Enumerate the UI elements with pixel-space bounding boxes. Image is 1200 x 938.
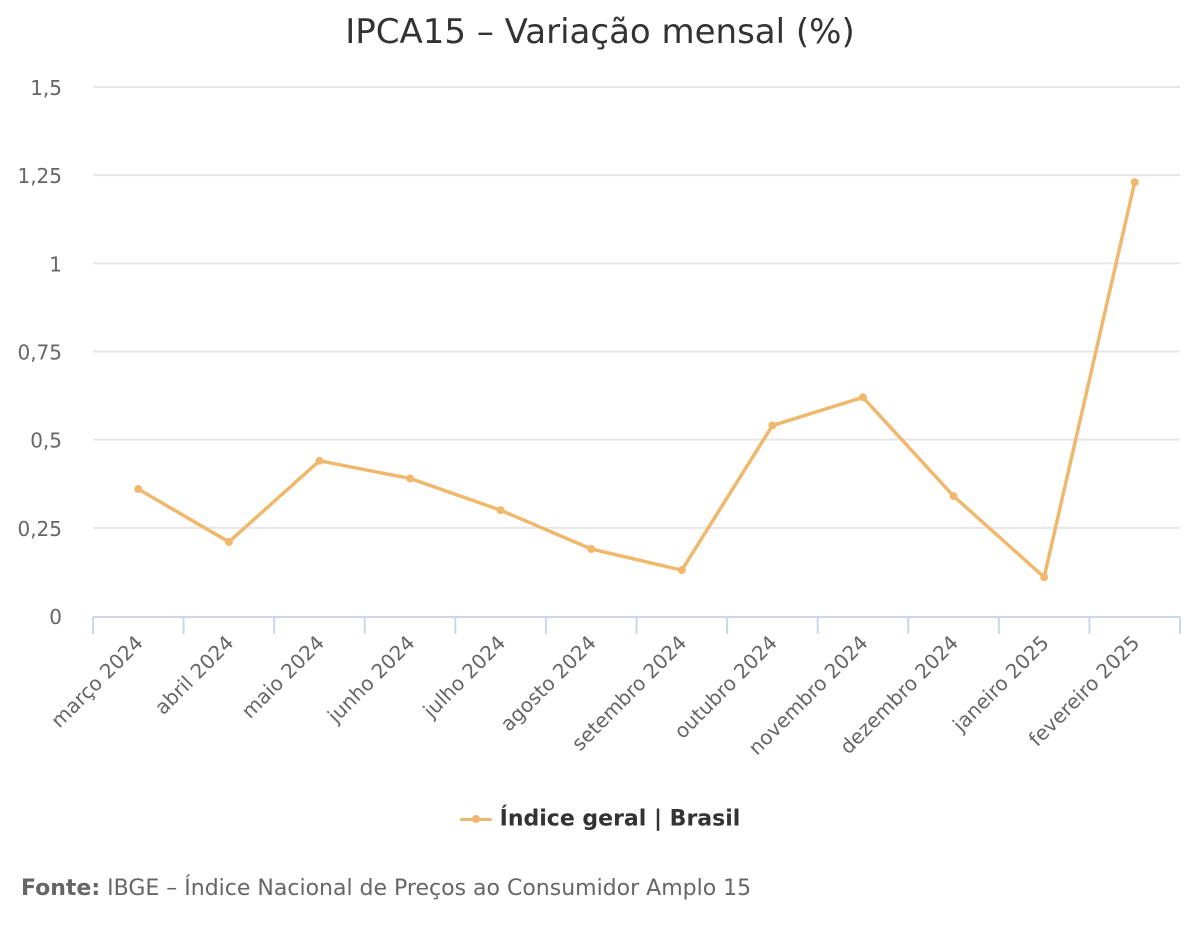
x-tick-label: março 2024 bbox=[46, 631, 148, 733]
data-point[interactable] bbox=[134, 485, 143, 494]
x-tick-label: maio 2024 bbox=[237, 631, 329, 723]
series-layer bbox=[134, 178, 1139, 582]
line-chart: 0 0,25 0,5 0,75 1 1,25 1,5 março 2024 abril 202… bbox=[17, 76, 1181, 760]
data-point[interactable] bbox=[315, 456, 324, 465]
x-tick-label: abril 2024 bbox=[150, 631, 239, 720]
data-point[interactable] bbox=[406, 474, 415, 483]
data-point[interactable] bbox=[224, 537, 233, 546]
data-point[interactable] bbox=[768, 421, 777, 430]
x-axis bbox=[92, 616, 1181, 634]
data-point[interactable] bbox=[858, 393, 867, 402]
series-line[interactable] bbox=[136, 180, 1137, 579]
x-tick-label: julho 2024 bbox=[418, 631, 511, 724]
y-tick-label: 0,5 bbox=[30, 429, 62, 453]
source-label: Fonte: bbox=[21, 876, 101, 901]
data-point[interactable] bbox=[949, 492, 958, 501]
source-note: Fonte: IBGE – Índice Nacional de Preços … bbox=[21, 876, 751, 901]
legend-line-marker-icon bbox=[459, 809, 492, 829]
chart-title: IPCA15 – Variação mensal (%) bbox=[345, 12, 855, 52]
y-tick-label: 0,25 bbox=[17, 517, 62, 541]
data-point[interactable] bbox=[1040, 573, 1049, 582]
y-tick-label: 0 bbox=[49, 605, 62, 629]
x-tick-label: junho 2024 bbox=[322, 631, 420, 729]
data-point[interactable] bbox=[1130, 178, 1139, 187]
y-tick-label: 1,5 bbox=[30, 76, 62, 100]
gridlines bbox=[93, 86, 1180, 529]
y-tick-label: 0,75 bbox=[17, 341, 62, 365]
legend[interactable]: Índice geral | Brasil bbox=[0, 806, 1200, 832]
legend-series-label: Índice geral | Brasil bbox=[499, 806, 741, 832]
data-point[interactable] bbox=[496, 506, 505, 515]
data-point[interactable] bbox=[587, 544, 596, 553]
y-tick-label: 1,25 bbox=[17, 164, 62, 188]
y-axis-tick-labels: 0 0,25 0,5 0,75 1 1,25 1,5 bbox=[17, 76, 62, 629]
data-point[interactable] bbox=[677, 566, 686, 575]
y-tick-label: 1 bbox=[49, 252, 62, 276]
source-text: IBGE – Índice Nacional de Preços ao Cons… bbox=[107, 876, 752, 901]
